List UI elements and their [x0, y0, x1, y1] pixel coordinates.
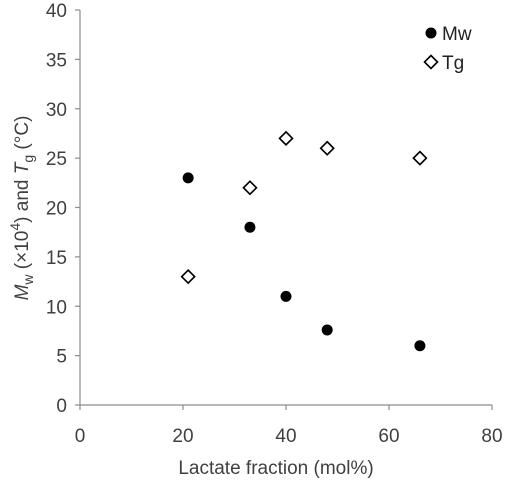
data-point-mw	[244, 221, 256, 233]
data-point-mw	[414, 340, 426, 352]
legend-label-mw: Mw	[442, 24, 472, 45]
y-tick-label: 40	[46, 1, 67, 22]
y-tick-label: 20	[46, 199, 67, 220]
data-points	[180, 130, 428, 352]
legend-label-tg: Tg	[442, 53, 464, 74]
data-point-tg	[180, 268, 196, 285]
x-tick-label: 40	[275, 426, 296, 447]
y-axis-title-prefix: (×10	[12, 231, 33, 275]
y-axis-title: Mw (×104) and Tg (°C)	[7, 116, 36, 301]
y-tick-label: 10	[46, 297, 67, 318]
tick-labels: 0 5 10 15 20 25 30 35 40 0 20 40 60 80	[46, 1, 503, 447]
y-tick-label: 25	[46, 149, 67, 170]
data-point-tg	[278, 130, 294, 147]
legend: Mw Tg	[423, 24, 472, 74]
data-point-mw	[182, 172, 194, 184]
x-tick-label: 20	[172, 426, 193, 447]
y-tick-label: 15	[46, 248, 67, 269]
y-tick-label: 5	[56, 347, 67, 368]
data-point-tg	[412, 150, 428, 166]
y-axis-title-m-sub: w	[20, 274, 36, 286]
x-axis-title: Lactate fraction (mol%)	[178, 458, 373, 479]
y-axis-title-m: M	[12, 284, 33, 300]
data-point-mw	[280, 290, 292, 302]
legend-marker-tg	[423, 54, 439, 70]
axes	[75, 9, 493, 410]
y-axis-title-t: T	[12, 161, 33, 174]
y-axis-title-t-sub: g	[20, 155, 36, 163]
data-point-mw	[321, 324, 333, 336]
y-tick-label: 30	[46, 100, 67, 121]
y-axis-title-middle: ) and	[12, 174, 33, 223]
x-tick-label: 80	[481, 426, 502, 447]
y-axis-title-unit: (°C)	[12, 116, 33, 155]
legend-marker-mw	[425, 27, 437, 39]
y-tick-label: 35	[46, 50, 67, 71]
x-tick-label: 60	[378, 426, 399, 447]
x-tick-label: 0	[75, 426, 86, 447]
data-point-tg	[319, 140, 335, 156]
data-point-tg	[242, 180, 258, 196]
y-tick-label: 0	[56, 396, 67, 417]
y-axis-title-sup: 4	[7, 223, 23, 231]
